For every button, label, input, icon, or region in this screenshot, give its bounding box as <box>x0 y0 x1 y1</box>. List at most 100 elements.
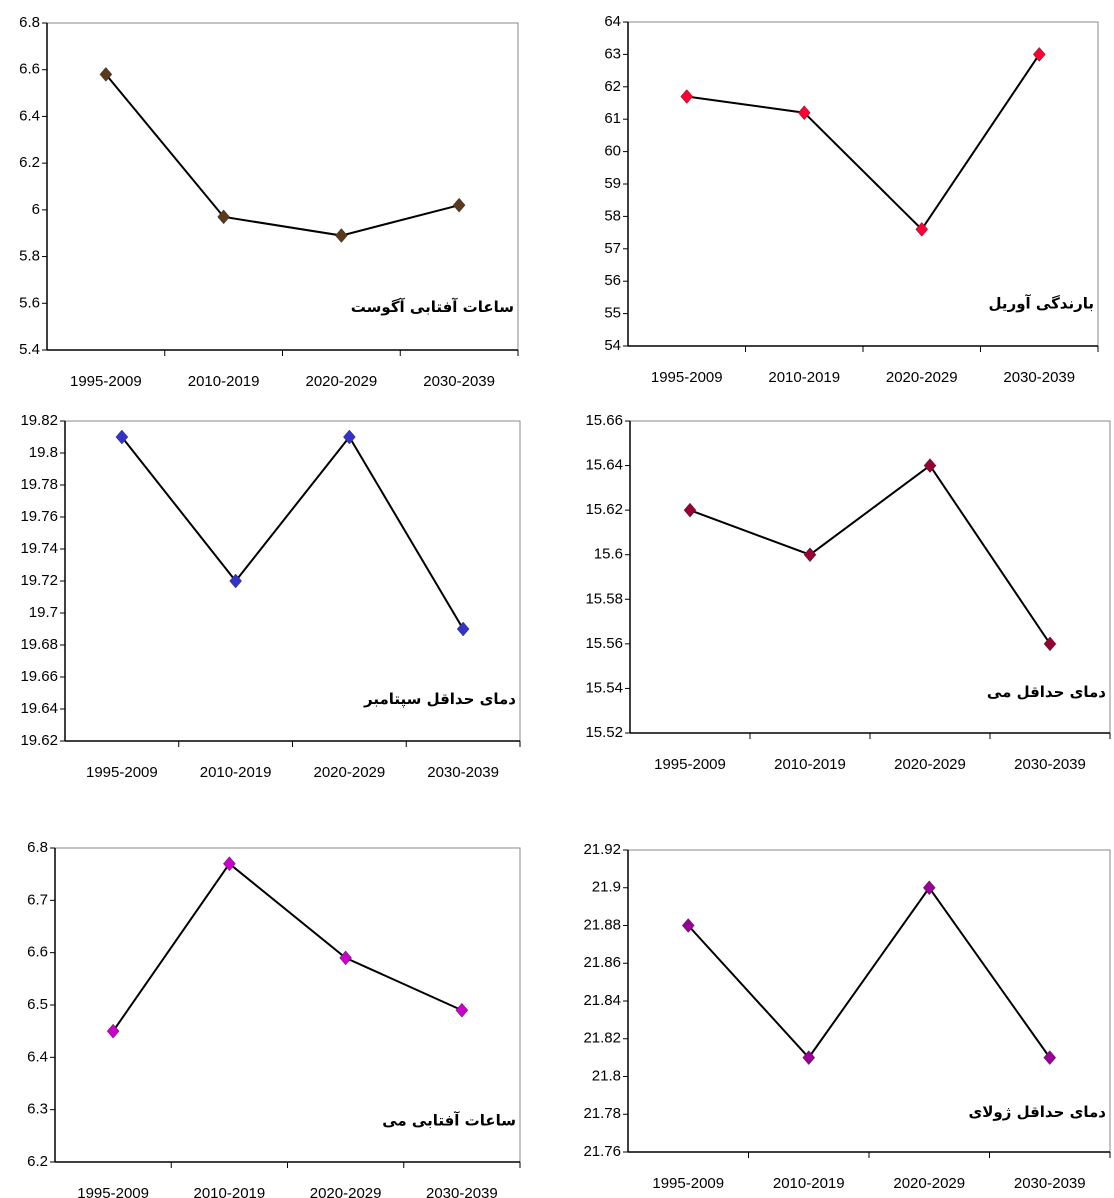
y-tick-label: 19.62 <box>20 732 58 749</box>
y-tick-label: 5.4 <box>19 341 40 358</box>
chart-title: دمای حداقل می <box>987 683 1106 701</box>
y-tick-label: 60 <box>604 143 621 160</box>
x-tick-label: 2010-2019 <box>768 369 840 386</box>
y-tick-label: 21.9 <box>592 879 621 896</box>
chart-title: بارندگی آوریل <box>989 294 1094 312</box>
y-tick-label: 15.56 <box>585 635 623 652</box>
x-tick-label: 1995-2009 <box>651 369 723 386</box>
y-tick-label: 58 <box>604 207 621 224</box>
y-tick-label: 19.68 <box>20 636 58 653</box>
data-line <box>112 862 463 1032</box>
y-tick-label: 19.82 <box>20 412 58 429</box>
y-tick-label: 6.7 <box>27 891 48 908</box>
data-marker <box>922 880 936 896</box>
chart-title: دمای حداقل سپتامبر <box>363 690 516 709</box>
x-tick-label: 2020-2029 <box>886 369 958 386</box>
x-tick-label: 1995-2009 <box>77 1185 149 1198</box>
chart-title: ساعات آفتابی آگوست <box>351 298 514 316</box>
data-marker <box>223 856 236 872</box>
x-tick-label: 2020-2029 <box>314 764 386 781</box>
y-tick-label: 6.6 <box>27 944 48 961</box>
x-tick-label: 2030-2039 <box>423 373 495 390</box>
data-marker <box>915 221 929 237</box>
data-marker <box>115 429 129 445</box>
y-tick-label: 21.88 <box>583 916 621 933</box>
y-tick-label: 61 <box>604 110 621 127</box>
data-marker <box>923 458 937 473</box>
y-tick-label: 6.3 <box>27 1101 48 1118</box>
y-tick-label: 6.4 <box>19 107 40 124</box>
y-tick-label: 19.76 <box>20 508 58 525</box>
data-marker <box>1043 1050 1057 1066</box>
y-tick-label: 21.84 <box>583 992 621 1009</box>
data-line <box>105 73 460 237</box>
data-marker <box>335 228 348 243</box>
x-tick-label: 1995-2009 <box>654 756 726 773</box>
y-tick-label: 64 <box>604 13 621 30</box>
data-marker <box>455 1002 469 1018</box>
x-tick-label: 2010-2019 <box>773 1175 845 1192</box>
y-tick-label: 21.76 <box>583 1143 621 1160</box>
y-tick-label: 15.64 <box>585 457 623 474</box>
x-tick-label: 2030-2039 <box>1014 1175 1086 1192</box>
x-tick-label: 2010-2019 <box>194 1185 266 1198</box>
x-tick-label: 2030-2039 <box>426 1185 498 1198</box>
x-tick-label: 2030-2039 <box>1003 369 1075 386</box>
y-tick-label: 62 <box>604 78 621 95</box>
y-tick-label: 63 <box>604 45 621 62</box>
data-marker <box>1043 636 1057 652</box>
y-tick-label: 57 <box>604 240 621 257</box>
x-tick-label: 2010-2019 <box>774 756 846 773</box>
y-tick-label: 6.2 <box>27 1153 48 1170</box>
y-tick-label: 6.6 <box>19 61 40 78</box>
x-tick-label: 2010-2019 <box>200 764 272 781</box>
x-tick-label: 2020-2029 <box>894 756 966 773</box>
y-tick-label: 6.4 <box>27 1048 48 1065</box>
data-marker <box>452 197 466 213</box>
chart-title: ساعات آفتابی می <box>382 1112 516 1130</box>
x-tick-label: 2020-2029 <box>310 1185 382 1198</box>
data-marker <box>680 89 694 104</box>
y-tick-label: 19.7 <box>29 604 58 621</box>
y-tick-label: 6.8 <box>27 839 48 856</box>
y-tick-label: 6 <box>32 201 40 218</box>
y-tick-label: 19.66 <box>20 668 58 685</box>
y-tick-label: 21.8 <box>592 1067 621 1084</box>
y-tick-label: 6.5 <box>27 996 48 1013</box>
x-tick-label: 2010-2019 <box>188 373 260 390</box>
x-tick-label: 1995-2009 <box>86 764 158 781</box>
data-marker <box>681 918 695 933</box>
chart-title: دمای حداقل ژولای <box>968 1103 1106 1121</box>
y-tick-label: 21.86 <box>583 954 621 971</box>
data-marker <box>106 1023 120 1039</box>
y-tick-label: 19.64 <box>20 700 58 717</box>
y-tick-label: 19.74 <box>20 540 58 557</box>
y-tick-label: 15.52 <box>585 724 623 741</box>
y-tick-label: 19.78 <box>20 476 58 493</box>
x-tick-label: 1995-2009 <box>652 1175 724 1192</box>
data-marker <box>217 209 230 225</box>
y-tick-label: 6.2 <box>19 154 40 171</box>
data-line <box>687 886 1051 1060</box>
y-tick-label: 15.66 <box>585 412 623 429</box>
data-line <box>121 435 464 630</box>
data-marker <box>683 502 697 518</box>
x-tick-label: 1995-2009 <box>70 373 142 390</box>
data-marker <box>1032 47 1046 62</box>
y-tick-label: 54 <box>604 337 621 354</box>
data-marker <box>339 950 352 966</box>
data-marker <box>803 547 817 563</box>
y-tick-label: 21.82 <box>583 1030 621 1047</box>
data-marker <box>456 621 470 637</box>
y-tick-label: 15.6 <box>594 546 623 563</box>
x-tick-label: 2030-2039 <box>427 764 499 781</box>
data-marker <box>802 1050 816 1066</box>
y-tick-label: 21.92 <box>583 841 621 858</box>
data-marker <box>99 67 113 82</box>
y-tick-label: 56 <box>604 272 621 289</box>
y-tick-label: 15.54 <box>585 679 623 696</box>
y-tick-label: 55 <box>604 305 621 322</box>
y-tick-label: 5.6 <box>19 294 40 311</box>
data-line <box>689 464 1051 645</box>
